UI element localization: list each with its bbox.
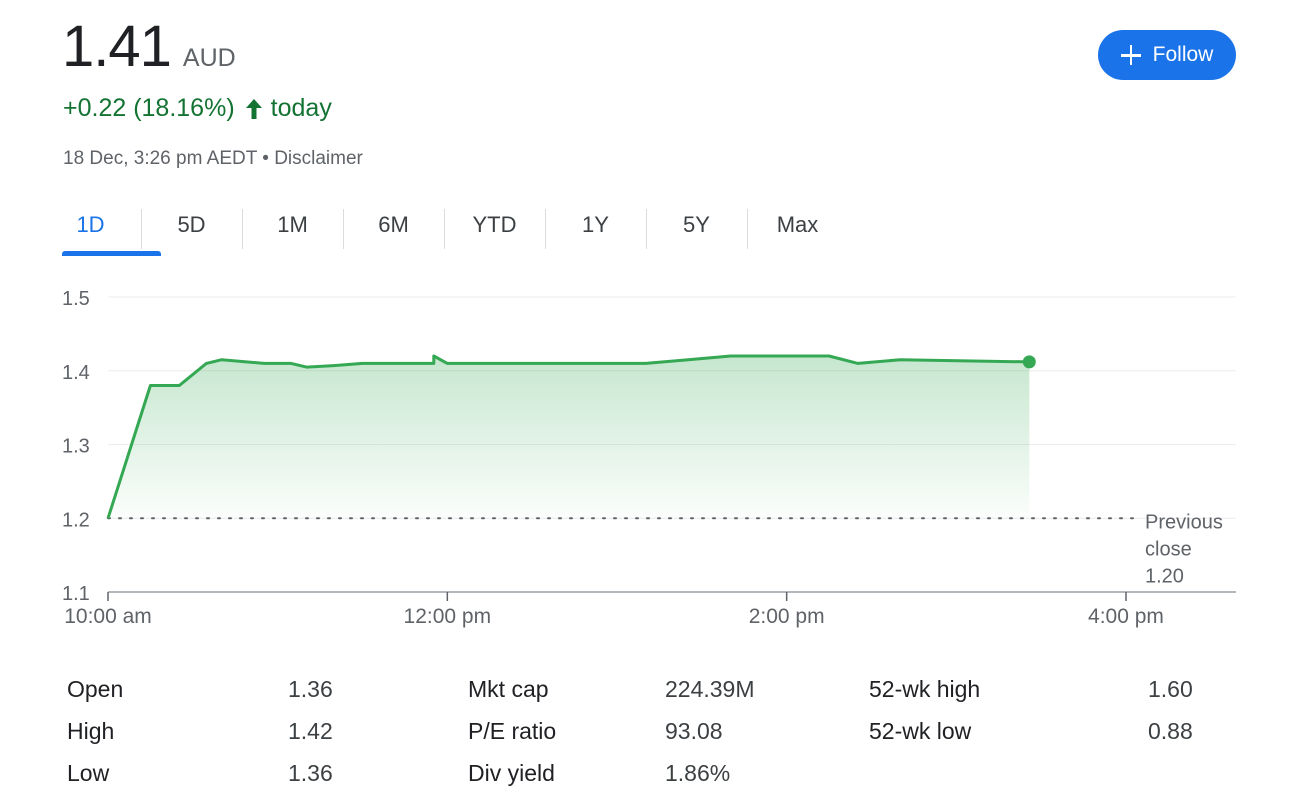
previous-close-value: 1.20 (1145, 565, 1184, 587)
stat-value-div-yield: 1.86% (665, 760, 731, 786)
follow-label: Follow (1152, 43, 1214, 66)
stat-value-pe-ratio: 93.08 (665, 718, 723, 744)
stat-value-high: 1.42 (288, 718, 333, 744)
separator-dot: • (262, 148, 269, 169)
currency-label: AUD (182, 44, 236, 72)
x-tick-label: 2:00 pm (749, 605, 825, 628)
follow-button[interactable]: Follow (1098, 30, 1236, 80)
tab-1d[interactable]: 1D (40, 205, 161, 256)
previous-close-label: close (1145, 538, 1192, 560)
x-tick-label: 10:00 am (64, 605, 152, 628)
y-tick-label: 1.4 (62, 362, 90, 384)
timestamp-text: 18 Dec, 3:26 pm AEDT (63, 148, 257, 169)
change-value: +0.22 (18.16%) (63, 94, 235, 122)
stat-label-52wk-high: 52-wk high (869, 676, 981, 702)
tab-6m[interactable]: 6M (343, 205, 444, 249)
y-tick-label: 1.5 (62, 288, 90, 310)
stat-label-pe-ratio: P/E ratio (468, 718, 557, 744)
range-tabs: 1D 5D 1M 6M YTD 1Y 5Y Max (40, 205, 848, 257)
stat-value-52wk-low: 0.88 (1148, 718, 1193, 744)
tab-ytd[interactable]: YTD (444, 205, 545, 249)
previous-close-label: Previous (1145, 511, 1223, 533)
stat-label-high: High (67, 718, 115, 744)
tab-5y[interactable]: 5Y (646, 205, 747, 249)
price-area-fill (108, 356, 1030, 519)
y-tick-label: 1.2 (62, 509, 90, 531)
stat-value-low: 1.36 (288, 760, 333, 786)
current-price-dot (1022, 355, 1036, 369)
price-chart[interactable]: 1.5 1.4 1.3 1.2 1.110:00 am 12:00 pm 2:00 pm 4:… (0, 270, 1312, 640)
arrow-up-icon (245, 98, 262, 119)
tab-5d[interactable]: 5D (141, 205, 242, 249)
stat-label-mkt-cap: Mkt cap (468, 676, 549, 702)
price-change: +0.22 (18.16%) today (63, 94, 332, 123)
quote-timestamp: 18 Dec, 3:26 pm AEDT • Disclaimer (63, 148, 363, 170)
stat-label-open: Open (67, 676, 124, 702)
disclaimer-link[interactable]: Disclaimer (274, 148, 363, 169)
x-tick-label: 4:00 pm (1088, 605, 1164, 628)
current-price: 1.41 (62, 14, 172, 79)
stat-value-52wk-high: 1.60 (1148, 676, 1193, 702)
stat-label-div-yield: Div yield (468, 760, 555, 786)
stat-value-mkt-cap: 224.39M (665, 676, 755, 702)
price-line (106, 354, 1030, 519)
price-header: 1.41 AUD (62, 12, 236, 82)
tab-max[interactable]: Max (747, 205, 848, 249)
stat-label-52wk-low: 52-wk low (869, 718, 972, 744)
plus-icon (1120, 45, 1141, 65)
tab-1y[interactable]: 1Y (545, 205, 646, 249)
stat-value-open: 1.36 (288, 676, 333, 702)
y-tick-label: 1.3 (62, 436, 90, 458)
change-suffix: today (270, 94, 332, 122)
stat-label-low: Low (67, 760, 110, 786)
tab-1m[interactable]: 1M (242, 205, 343, 249)
y-tick-label: 1.1 (62, 583, 90, 605)
x-tick-label: 12:00 pm (404, 605, 492, 628)
